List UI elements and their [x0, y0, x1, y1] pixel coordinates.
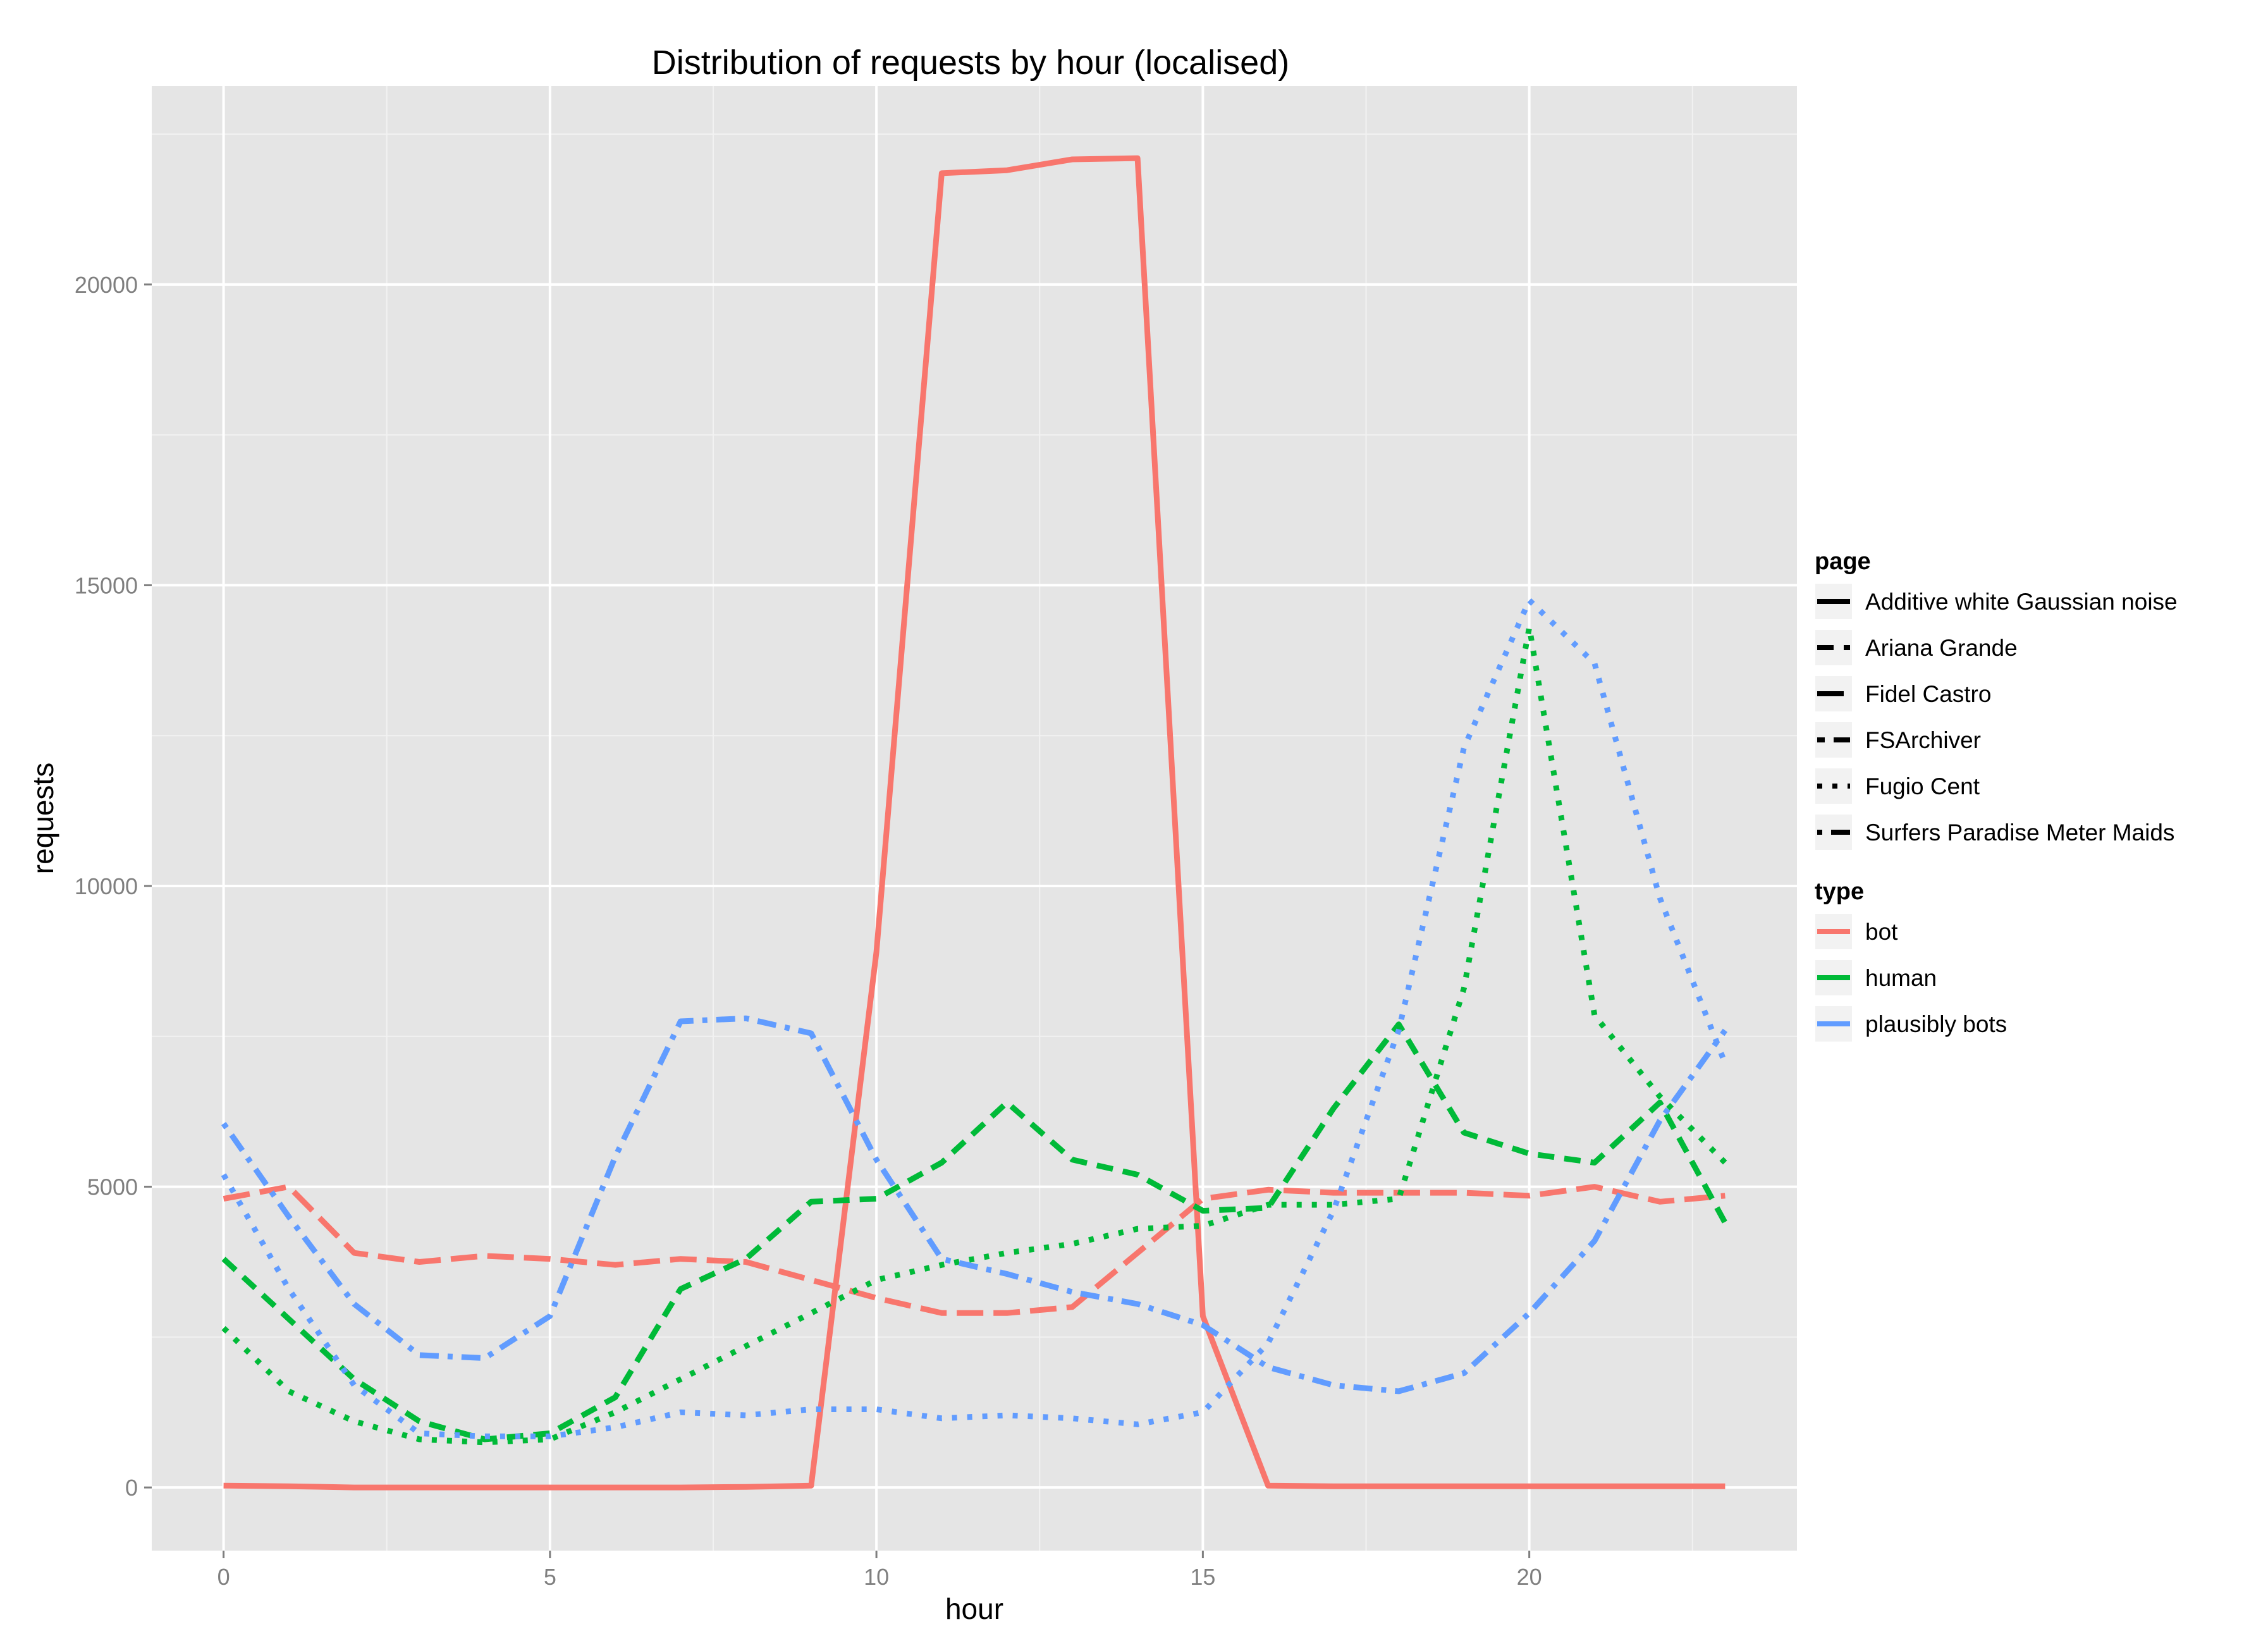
y-tick-label: 0	[125, 1475, 138, 1501]
x-tick-label: 20	[1517, 1564, 1542, 1590]
legend-label: Additive white Gaussian noise	[1865, 589, 2178, 615]
y-axis-label: requests	[27, 763, 59, 874]
series-line-human-ariana-grande	[221, 1021, 1728, 1442]
series-line-human-fidel-castro	[221, 624, 1727, 1446]
legend-title-type: type	[1815, 878, 1864, 905]
legend-label: Fidel Castro	[1865, 681, 1991, 707]
y-tick-label: 5000	[87, 1174, 138, 1200]
legend-label: bot	[1865, 919, 1898, 945]
y-axis: 0 5000 10000 15000 20000	[75, 272, 152, 1501]
y-tick-label: 15000	[75, 572, 138, 598]
series-line-plausibly-bots-fsarchiver	[221, 1015, 1728, 1394]
x-tick-label: 0	[218, 1564, 230, 1590]
series-line-bot-additive-white-gaussian-noise	[223, 155, 1726, 1491]
plot-panel	[152, 86, 1797, 1551]
legend: page Additive white Gaussian noise Ariana …	[1814, 548, 2178, 1043]
x-tick-label: 10	[864, 1564, 889, 1590]
chart-title: Distribution of requests by hour (locali…	[652, 44, 1289, 82]
series-line-plausibly-bots-fugio-cent	[221, 597, 1728, 1439]
series-layer	[221, 155, 1728, 1491]
y-tick-label: 20000	[75, 272, 138, 298]
legend-label: human	[1865, 965, 1937, 991]
legend-label: Fugio Cent	[1865, 773, 1980, 799]
legend-label: FSArchiver	[1865, 727, 1981, 753]
x-axis: 0 5 10 15 20	[218, 1551, 1542, 1590]
legend-label: Surfers Paradise Meter Maids	[1865, 820, 2174, 846]
x-tick-label: 15	[1190, 1564, 1215, 1590]
legend-title-page: page	[1815, 548, 1871, 575]
x-tick-label: 5	[544, 1564, 556, 1590]
series-line-bot-ariana-grande	[223, 1184, 1726, 1316]
y-tick-label: 10000	[75, 873, 138, 899]
legend-label: Ariana Grande	[1865, 635, 2018, 661]
grid-minor	[152, 86, 1797, 1551]
legend-label: plausibly bots	[1865, 1011, 2007, 1037]
x-axis-label: hour	[945, 1592, 1003, 1625]
